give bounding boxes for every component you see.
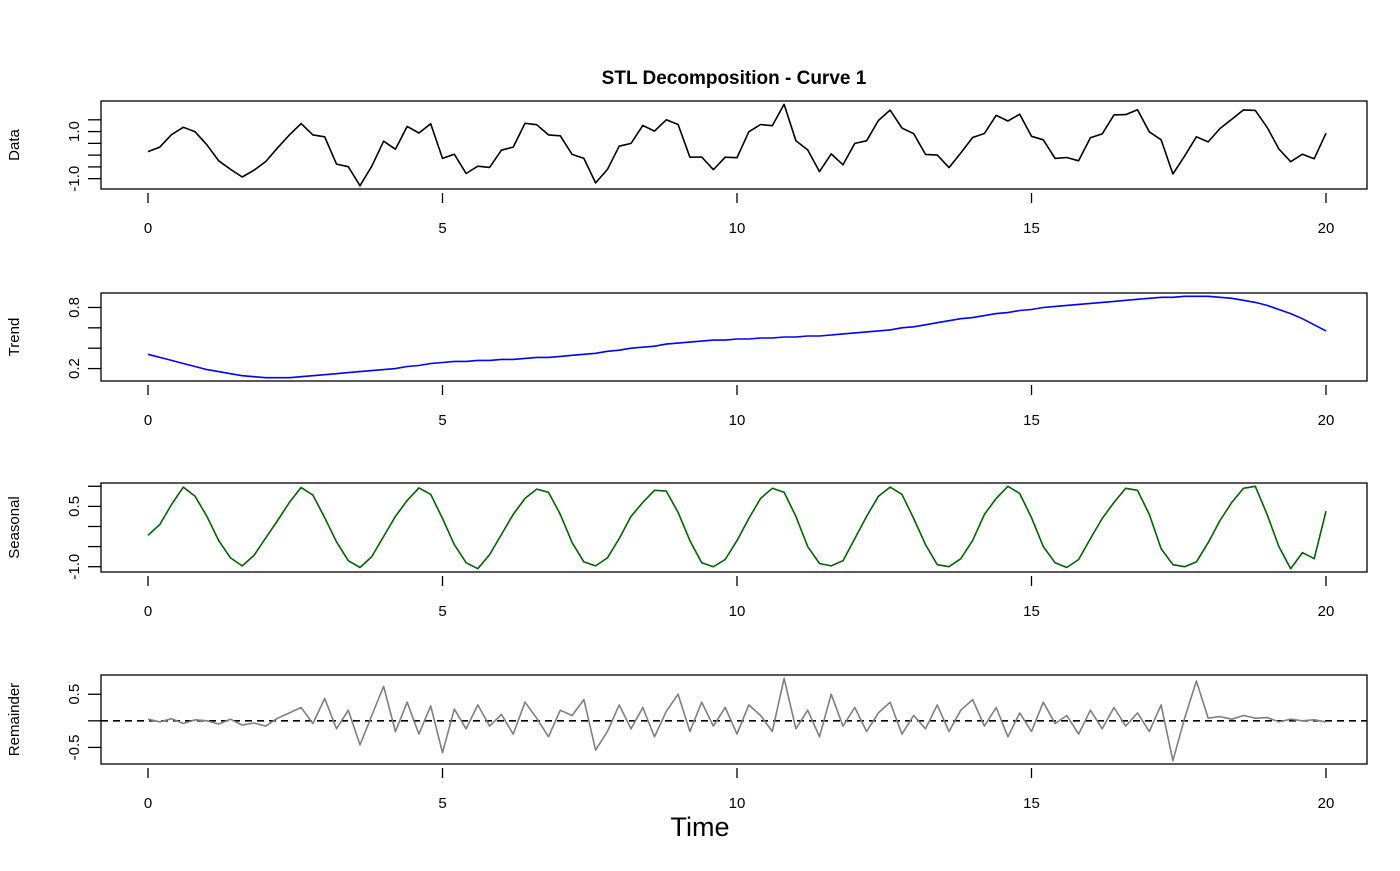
panel-seasonal: -1.0 0.5 Seasonal 0 5 10 15 20: [6, 482, 1368, 620]
x-tick-label: 10: [729, 412, 746, 429]
x-tick-label: 0: [144, 220, 152, 237]
y-tick-label: 0.2: [66, 358, 83, 379]
x-tick-label: 20: [1318, 603, 1335, 620]
x-tick-label: 0: [144, 412, 152, 429]
x-tick-label: 10: [729, 603, 746, 620]
x-tick-label: 20: [1318, 220, 1335, 237]
x-tick-label: 0: [144, 603, 152, 620]
y-tick-label: -1.0: [66, 166, 83, 192]
plot-frame: [100, 292, 1368, 382]
data-series-line: [147, 103, 1327, 187]
y-tick-label: 0.5: [66, 684, 83, 705]
x-tick-label: 20: [1318, 795, 1335, 812]
panel-remainder: -0.5 0.5 Remainder 0 5 10 15 20: [6, 674, 1368, 812]
panel-data: -1.0 1.0 Data 0 5 10 15 20: [6, 100, 1368, 237]
x-tick-label: 15: [1023, 220, 1040, 237]
plot-frame: [100, 674, 1368, 765]
plot-frame: [100, 482, 1368, 573]
x-tick-label: 15: [1023, 603, 1040, 620]
x-tick-label: 10: [729, 220, 746, 237]
x-tick-label: 15: [1023, 795, 1040, 812]
plot-frame: [100, 100, 1368, 190]
remainder-series-line: [147, 677, 1327, 762]
y-tick-label: -0.5: [66, 734, 83, 760]
x-tick-label: 5: [438, 220, 446, 237]
x-tick-label: 5: [438, 412, 446, 429]
x-tick-label: 20: [1318, 412, 1335, 429]
x-tick-label: 5: [438, 795, 446, 812]
y-axis-label: Remainder: [6, 683, 23, 756]
x-tick-label: 10: [729, 795, 746, 812]
x-tick-label: 15: [1023, 412, 1040, 429]
y-tick-label: 0.8: [66, 297, 83, 318]
x-tick-label: 5: [438, 603, 446, 620]
panel-trend: 0.2 0.8 Trend 0 5 10 15 20: [6, 292, 1368, 429]
y-axis-label: Trend: [6, 318, 23, 357]
y-axis-label: Seasonal: [6, 496, 23, 559]
seasonal-series-line: [147, 485, 1327, 570]
y-tick-label: 1.0: [66, 121, 83, 142]
x-axis-label: Time: [671, 812, 730, 842]
y-axis-label: Data: [6, 129, 23, 161]
y-tick-label: -1.0: [66, 554, 83, 580]
x-tick-label: 0: [144, 795, 152, 812]
trend-series-line: [147, 295, 1327, 379]
chart-title: STL Decomposition - Curve 1: [602, 68, 867, 89]
y-tick-label: 0.5: [66, 496, 83, 517]
